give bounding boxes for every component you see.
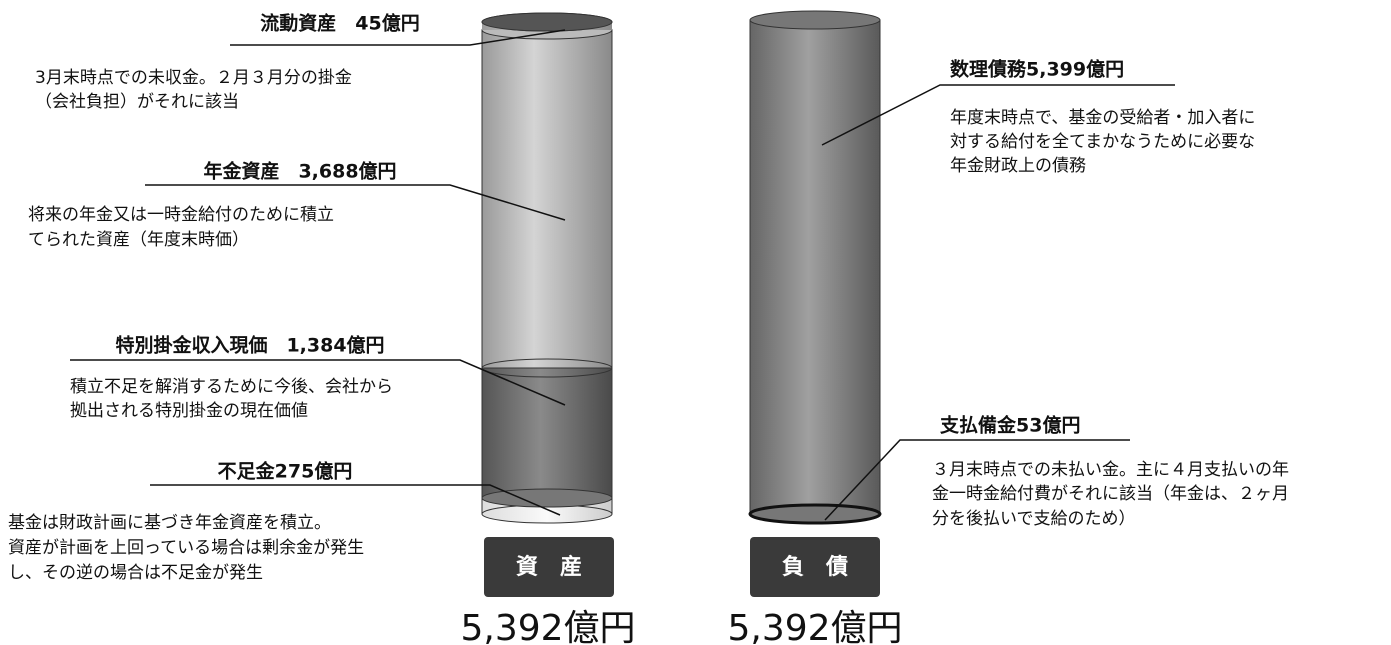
title: 負 債 (782, 554, 848, 580)
desc: 積立不足を解消するために今後、会社から (70, 377, 393, 397)
desc: 年金財政上の債務 (950, 156, 1086, 176)
desc: 年度末時点で、基金の受給者・加入者に (950, 108, 1255, 128)
liability-cylinder (748, 10, 882, 525)
leader (150, 484, 561, 516)
total: 5,392億円 (727, 608, 902, 645)
desc: 拠出される特別掛金の現在価値 (70, 401, 308, 421)
desc: 3月末時点での未収金。２月３月分の掛金 (35, 68, 352, 88)
leader (230, 29, 566, 46)
desc: 対する給付を全てまかなうために必要な (950, 132, 1255, 152)
title-box (750, 537, 880, 597)
title: 資 産 (516, 554, 582, 580)
leader (70, 359, 566, 406)
total: 5,392億円 (460, 608, 635, 645)
desc: し、その逆の場合は不足金が発生 (8, 563, 263, 583)
label: 特別掛金収入現価 1,384億円 (115, 334, 384, 357)
label: 数理債務5,399億円 (950, 58, 1124, 81)
desc: ３月末時点での未払い金。主に４月支払いの年 (932, 460, 1289, 480)
desc: （会社負担）がそれに該当 (35, 92, 239, 112)
desc: てられた資産（年度末時価） (28, 230, 249, 250)
label: 年金資産 3,688億円 (203, 160, 396, 183)
desc: 基金は財政計画に基づき年金資産を積立。 (8, 513, 331, 533)
desc: 資産が計画を上回っている場合は剰余金が発生 (8, 538, 364, 558)
leader (824, 439, 1130, 521)
leader (821, 84, 1175, 146)
desc: 金一時金給付費がそれに該当（年金は、２ヶ月 (932, 484, 1289, 504)
desc: 将来の年金又は一時金給付のために積立 (28, 205, 334, 225)
label: 支払備金53億円 (939, 414, 1080, 437)
leader (145, 184, 566, 221)
label: 流動資産 45億円 (260, 12, 419, 35)
asset-cylinder (481, 12, 613, 524)
label: 不足金275億円 (218, 460, 353, 483)
desc: 分を後払いで支給のため） (932, 509, 1136, 529)
title-box (484, 537, 614, 597)
